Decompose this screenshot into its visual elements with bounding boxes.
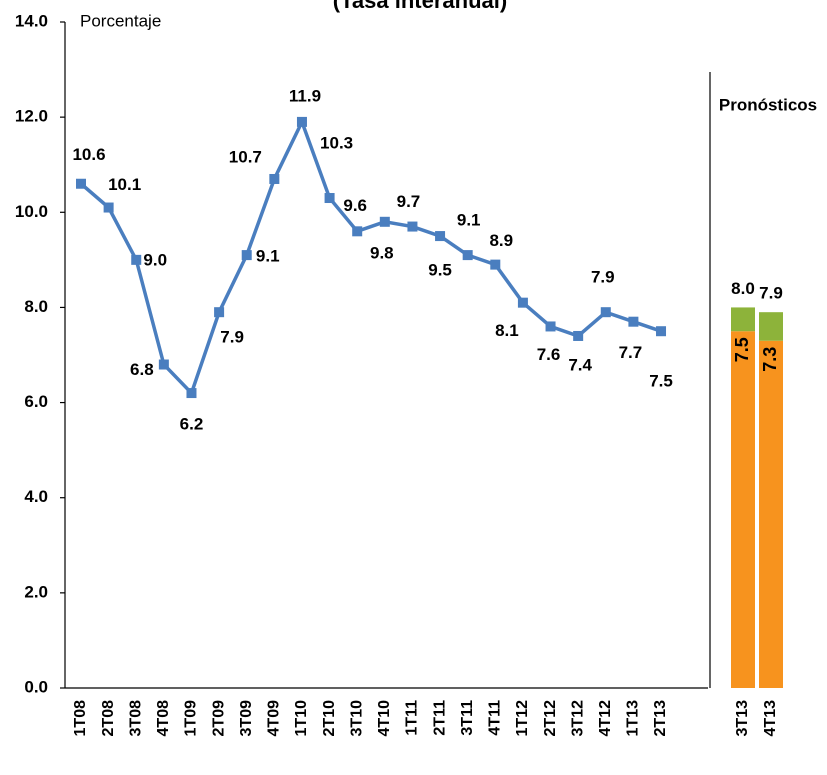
forecast-base-label: 7.3 [760,347,780,372]
data-label: 7.9 [591,268,615,287]
marker [103,202,114,213]
marker [352,226,363,237]
x-tick-label: 2T13 [652,700,669,737]
x-tick-label: 2T10 [321,700,338,737]
x-tick-label: 4T12 [597,700,614,737]
data-label: 9.0 [143,250,167,269]
forecast-category: 4T13 [762,700,779,737]
x-tick-label: 3T12 [569,700,586,737]
x-tick-label: 2T11 [431,700,448,736]
y-axis-label: Porcentaje [80,11,161,30]
data-label: 9.7 [397,192,421,211]
data-label: 9.1 [256,247,280,266]
data-label: 6.2 [180,415,204,434]
y-tick-label: 0.0 [24,677,48,696]
marker [214,307,225,318]
marker [158,359,169,370]
data-label: 7.6 [537,345,561,364]
marker [269,173,280,184]
y-tick-label: 2.0 [24,582,48,601]
y-tick-label: 4.0 [24,487,48,506]
x-tick-label: 3T11 [459,700,476,736]
x-tick-label: 2T09 [210,700,227,737]
data-label: 8.1 [495,321,519,340]
data-label: 11.9 [289,86,321,105]
x-tick-label: 2T12 [542,700,559,737]
forecast-base-label: 7.5 [732,337,752,362]
marker [490,259,501,270]
x-tick-label: 1T12 [514,700,531,737]
data-label: 7.7 [619,343,643,362]
data-label: 9.1 [457,211,481,230]
marker [76,178,86,189]
marker [186,388,197,399]
data-label: 10.1 [108,175,141,194]
marker [545,321,556,332]
marker [656,326,667,337]
marker [628,316,639,327]
forecast-label: Pronósticos [719,95,817,114]
marker [573,330,584,341]
data-label: 10.7 [229,147,262,166]
x-tick-label: 1T09 [183,700,200,737]
forecast-category: 3T13 [734,700,751,737]
y-tick-label: 8.0 [24,297,48,316]
x-tick-label: 1T13 [625,700,642,737]
data-label: 8.9 [489,231,513,250]
forecast-base [759,340,783,688]
marker [462,250,473,261]
y-tick-label: 12.0 [15,107,48,126]
data-label: 6.8 [130,360,154,379]
data-label: 10.6 [72,145,105,164]
data-label: 10.3 [320,133,353,152]
data-label: 9.8 [370,243,394,262]
marker [296,116,307,127]
marker [600,307,611,318]
x-tick-label: 4T10 [376,700,393,737]
marker [131,254,142,265]
y-tick-label: 10.0 [15,202,48,221]
forecast-range [759,312,783,341]
marker [435,231,446,242]
x-tick-label: 1T08 [72,700,89,737]
marker [407,221,418,232]
marker [517,297,528,308]
x-tick-label: 4T11 [487,700,504,736]
data-label: 7.5 [649,372,673,391]
forecast-top-label: 8.0 [731,279,755,298]
marker [324,193,335,204]
x-tick-label: 3T09 [238,700,255,737]
y-tick-label: 6.0 [24,392,48,411]
data-label: 9.5 [428,261,452,280]
marker [241,250,252,261]
x-tick-label: 4T09 [266,700,283,737]
marker [379,216,390,227]
forecast-base [731,331,755,688]
x-tick-label: 3T08 [127,700,144,737]
forecast-top-label: 7.9 [759,284,783,303]
data-label: 9.6 [343,196,367,215]
x-tick-label: 1T11 [404,700,421,736]
data-label: 7.4 [568,355,592,374]
x-tick-label: 2T08 [100,700,117,737]
x-tick-label: 4T08 [155,700,172,737]
forecast-range [731,307,755,332]
data-label: 7.9 [220,328,244,347]
x-tick-label: 3T10 [348,700,365,737]
x-tick-label: 1T10 [293,700,310,737]
line [79,117,662,397]
chart-title: (Tasa interanual) [333,0,507,13]
y-tick-label: 14.0 [15,11,48,30]
